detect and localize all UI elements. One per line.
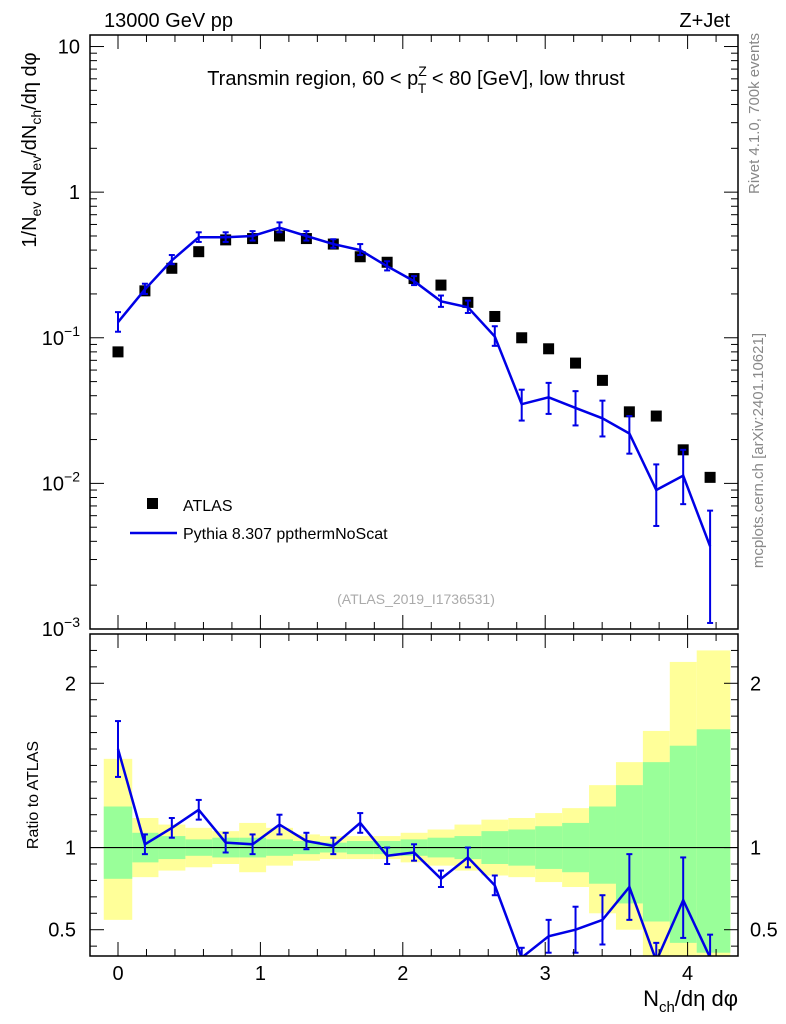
mcplots-label: mcplots.cern.ch [arXiv:2401.10621] — [750, 333, 767, 568]
atlas-data-point — [166, 262, 178, 274]
main-y-tick-label: 10−1 — [42, 323, 80, 350]
atlas-data-point — [543, 343, 555, 355]
legend-marker-atlas — [147, 498, 158, 509]
main-data-layer — [112, 221, 716, 624]
atlas-data-point — [193, 246, 205, 258]
main-y-tick-label: 10 — [58, 37, 80, 59]
legend-label-atlas: ATLAS — [183, 498, 233, 515]
main-axes: 10 1 10−1 10−2 10−3 — [42, 35, 738, 641]
x-tick-label: 1 — [255, 963, 266, 985]
ratio-data-layer — [90, 650, 738, 956]
ratio-y-tick-label-right: 1 — [750, 838, 761, 860]
atlas-data-point — [112, 346, 124, 358]
x-tick-label: 4 — [682, 963, 693, 985]
x-axis-label: Nch/dη dφ — [643, 986, 738, 1016]
main-y-tick-label: 10−3 — [42, 614, 80, 641]
main-y-tick-label: 10−2 — [42, 468, 80, 495]
ratio-axes: 0.5 0.5 1 1 2 2 0 1 2 3 4 — [48, 634, 778, 985]
x-tick-label: 0 — [112, 963, 123, 985]
atlas-data-point — [570, 357, 582, 369]
ratio-y-axis-label: Ratio to ATLAS — [25, 741, 42, 849]
plot-title: Transmin region, 60 < pZ T < 80 [GeV], lo… — [207, 63, 625, 96]
ratio-plot: 0.5 0.5 1 1 2 2 0 1 2 3 4 Ratio to ATLAS Nch/dη dφ — [25, 633, 778, 1016]
ratio-series-line — [116, 748, 711, 956]
process-label: Z+Jet — [679, 10, 730, 32]
analysis-id-label: (ATLAS_2019_I1736531) — [337, 591, 495, 607]
atlas-data-point — [650, 410, 662, 422]
mc-series-line — [117, 226, 712, 547]
ratio-y-tick-label: 2 — [65, 673, 76, 695]
main-plot: 10 1 10−1 10−2 10−3 Transmin region, 60 < pZ… — [19, 34, 739, 641]
legend: ATLAS Pythia 8.307 ppthermNoScat — [130, 498, 388, 543]
atlas-data-point — [354, 251, 366, 263]
main-plot-frame — [89, 34, 739, 630]
legend-label-pythia: Pythia 8.307 ppthermNoScat — [183, 526, 388, 543]
ratio-band-inner — [103, 806, 133, 879]
main-y-tick-label: 1 — [69, 182, 80, 204]
atlas-data-point — [516, 332, 528, 344]
atlas-data-point — [273, 230, 285, 242]
atlas-data-point — [596, 374, 608, 386]
x-tick-label: 3 — [540, 963, 551, 985]
atlas-data-point — [489, 310, 501, 322]
atlas-data-point — [704, 471, 716, 483]
ratio-plot-frame — [89, 633, 739, 957]
ratio-band-inner — [696, 729, 731, 953]
rivet-version-label: Rivet 4.1.0, 700k events — [746, 33, 763, 194]
ratio-band-inner — [589, 806, 616, 884]
ratio-band-inner — [642, 762, 670, 922]
ratio-y-tick-label-right: 0.5 — [750, 920, 778, 942]
ratio-y-tick-label: 1 — [65, 838, 76, 860]
main-y-axis-label: 1/Nev dNev/dNch/dη dφ — [19, 52, 44, 247]
atlas-data-point — [435, 279, 447, 291]
atlas-data-point — [623, 406, 635, 418]
energy-label: 13000 GeV pp — [104, 10, 233, 32]
x-tick-label: 2 — [397, 963, 408, 985]
ratio-y-tick-label: 0.5 — [48, 920, 76, 942]
ratio-y-tick-label-right: 2 — [750, 673, 761, 695]
